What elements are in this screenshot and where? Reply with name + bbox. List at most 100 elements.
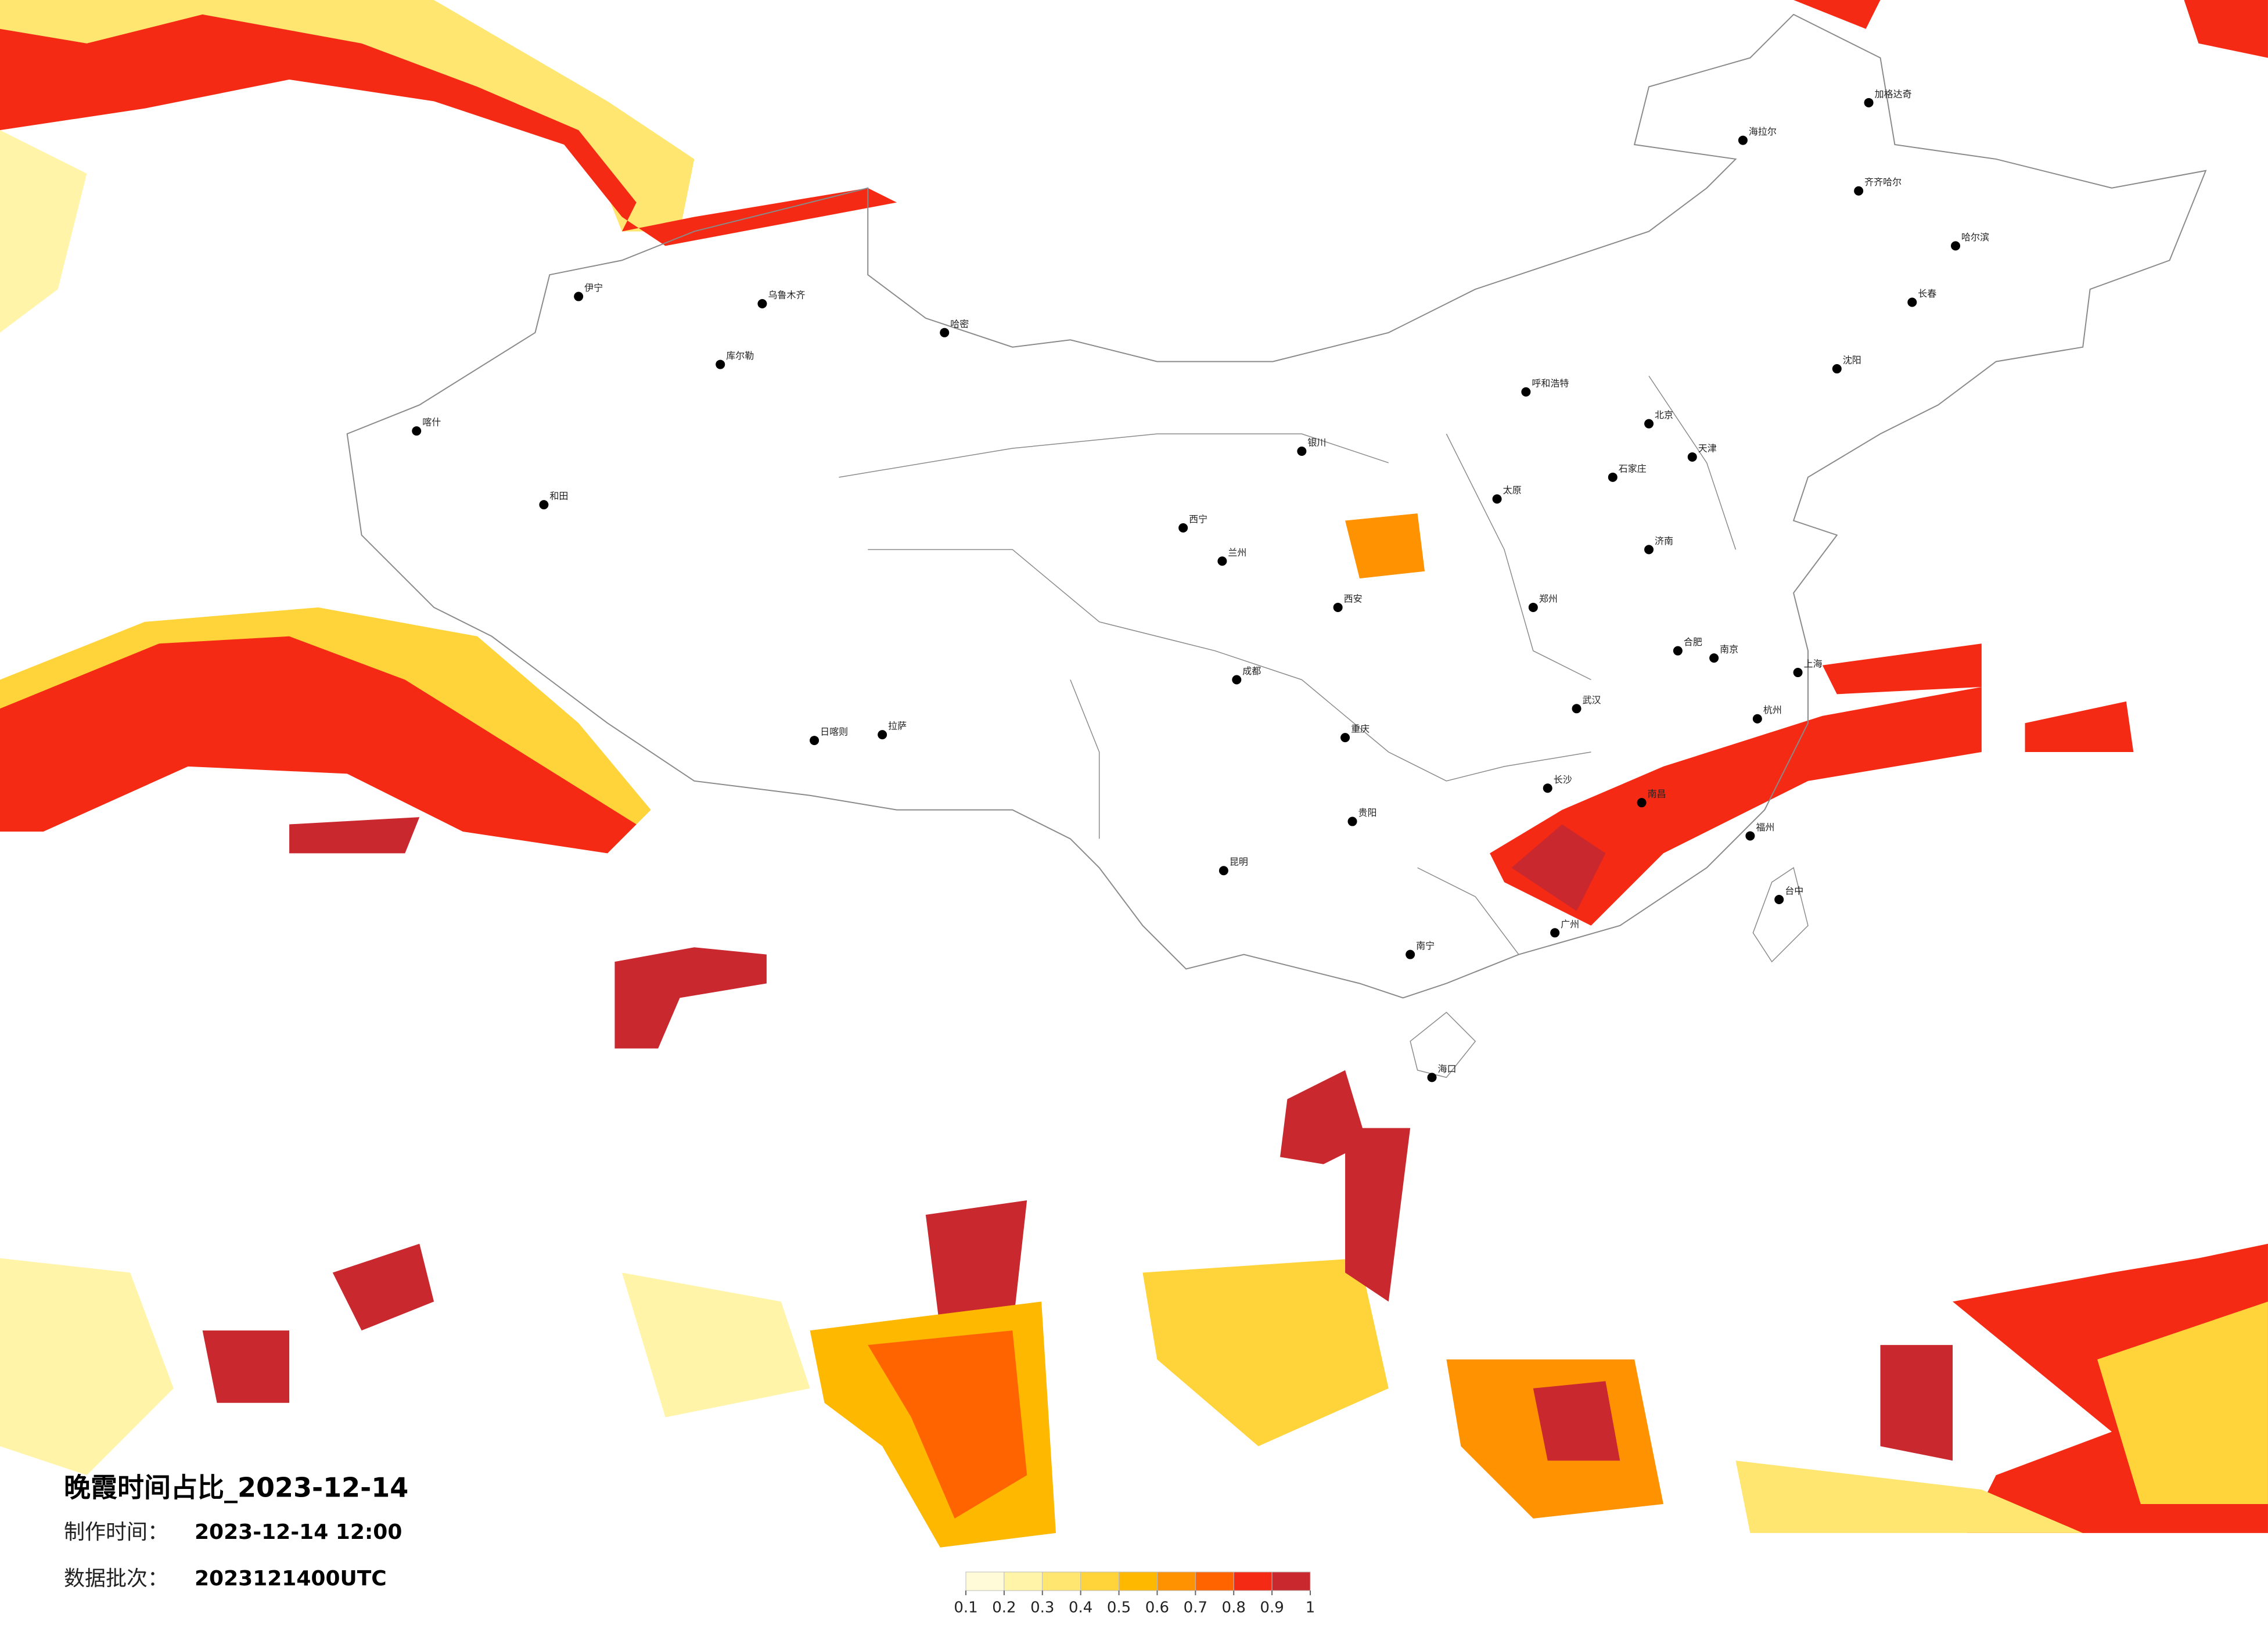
city-dot — [1907, 297, 1917, 307]
city-dot — [1752, 714, 1762, 724]
city-label: 和田 — [549, 491, 568, 502]
city-dot — [1572, 704, 1582, 714]
city-label: 海拉尔 — [1749, 126, 1777, 137]
map-layer — [0, 0, 2268, 1548]
city-label: 郑州 — [1539, 593, 1558, 604]
colorbar-tick-label: 0.2 — [992, 1599, 1016, 1617]
city-label: 海口 — [1437, 1063, 1456, 1074]
city-label: 重庆 — [1351, 724, 1370, 735]
city-label: 南昌 — [1648, 789, 1666, 800]
city-label: 伊宁 — [584, 282, 603, 293]
city-dot — [1347, 816, 1357, 826]
city-dot — [574, 292, 584, 301]
city-dot — [1219, 866, 1228, 876]
city-dot — [1528, 602, 1538, 612]
batch-value: 2023121400UTC — [195, 1567, 387, 1591]
city-label: 日喀则 — [820, 726, 848, 738]
city-dot — [1543, 783, 1552, 793]
city-label: 天津 — [1698, 443, 1717, 454]
made-label: 制作时间： — [64, 1520, 168, 1544]
city-label: 北京 — [1655, 409, 1673, 420]
city-label: 齐齐哈尔 — [1864, 177, 1902, 188]
city-dot — [1854, 186, 1864, 196]
city-label: 长沙 — [1554, 774, 1572, 785]
city-label: 台中 — [1785, 886, 1803, 897]
city-label: 哈尔滨 — [1961, 232, 1989, 243]
city-dot — [539, 500, 549, 510]
city-label: 拉萨 — [888, 721, 907, 732]
city-dot — [1406, 949, 1415, 959]
colorbar-tick-label: 0.4 — [1069, 1599, 1092, 1617]
colorbar-cell — [1233, 1571, 1273, 1591]
colorbar-cell — [1119, 1571, 1158, 1591]
city-dot — [1709, 653, 1719, 663]
city-label: 合肥 — [1684, 636, 1702, 647]
city-label: 南宁 — [1416, 940, 1435, 951]
city-dot — [1232, 675, 1242, 685]
colorbar-tick-label: 0.6 — [1145, 1599, 1169, 1617]
city-dot — [1297, 447, 1307, 456]
city-dot — [1178, 523, 1188, 533]
city-dot — [1673, 646, 1683, 656]
boundary — [839, 376, 1809, 1078]
city-label: 杭州 — [1763, 704, 1782, 715]
city-label: 石家庄 — [1619, 463, 1647, 474]
colorbar-cell — [1042, 1571, 1081, 1591]
city-label: 济南 — [1655, 535, 1673, 546]
colorbar-cell — [965, 1571, 1005, 1591]
city-dot — [412, 426, 422, 436]
city-label: 加格达奇 — [1875, 88, 1912, 99]
city-dot — [1951, 241, 1961, 251]
city-dot — [1774, 895, 1784, 905]
colorbar-cell — [1156, 1571, 1196, 1591]
colorbar-cell — [1080, 1571, 1120, 1591]
batch-label: 数据批次： — [64, 1567, 168, 1591]
city-dot — [1738, 135, 1748, 145]
city-label: 银川 — [1307, 437, 1326, 448]
city-dot — [1687, 452, 1697, 462]
city-label: 上海 — [1804, 659, 1823, 670]
city-label: 贵阳 — [1358, 807, 1377, 818]
field — [0, 0, 2268, 1548]
city-label: 西安 — [1344, 593, 1363, 604]
city-dot — [1745, 831, 1755, 841]
colorbar-tick-label: 1 — [1306, 1599, 1315, 1617]
city-dot — [1217, 556, 1227, 566]
city-label: 福州 — [1756, 822, 1774, 833]
city-label: 昆明 — [1230, 857, 1248, 868]
city-dot — [1521, 387, 1531, 397]
city-dot — [1644, 419, 1654, 429]
colorbar-tick-label: 0.3 — [1030, 1599, 1054, 1617]
city-dot — [1550, 928, 1560, 938]
city-label: 长春 — [1918, 288, 1936, 299]
city-label: 太原 — [1503, 485, 1522, 496]
colorbar-tick-label: 0.1 — [954, 1599, 977, 1617]
city-dot — [810, 736, 820, 746]
city-dot — [1427, 1073, 1437, 1082]
colorbar-tick-label: 0.9 — [1260, 1599, 1284, 1617]
city-dot — [1793, 668, 1803, 678]
city-dot — [1608, 472, 1618, 482]
city-label: 乌鲁木齐 — [768, 289, 805, 300]
city-dot — [1644, 545, 1654, 555]
city-label: 南京 — [1720, 644, 1738, 655]
city-label: 哈密 — [950, 318, 969, 329]
city-dot — [940, 328, 950, 337]
colorbar-tick-label: 0.5 — [1107, 1599, 1131, 1617]
city-label: 沈阳 — [1843, 355, 1861, 366]
city-label: 喀什 — [422, 417, 441, 428]
boundary — [346, 13, 2207, 999]
city-dot — [1492, 494, 1502, 504]
map-title: 晚霞时间占比_2023-12-14 — [64, 1472, 408, 1503]
colorbar-tick-label: 0.8 — [1222, 1599, 1246, 1617]
city-dot — [878, 730, 887, 740]
city-dot — [757, 298, 767, 308]
colorbar-cell — [1195, 1571, 1234, 1591]
city-dot — [1340, 733, 1350, 743]
city-dot — [1637, 798, 1647, 808]
colorbar-cell — [1004, 1571, 1043, 1591]
colorbar: 0.1 0.2 0.3 0.4 0.5 0.6 0.7 0.8 0.9 1 — [954, 1571, 1315, 1617]
city-label: 呼和浩特 — [1532, 377, 1569, 388]
